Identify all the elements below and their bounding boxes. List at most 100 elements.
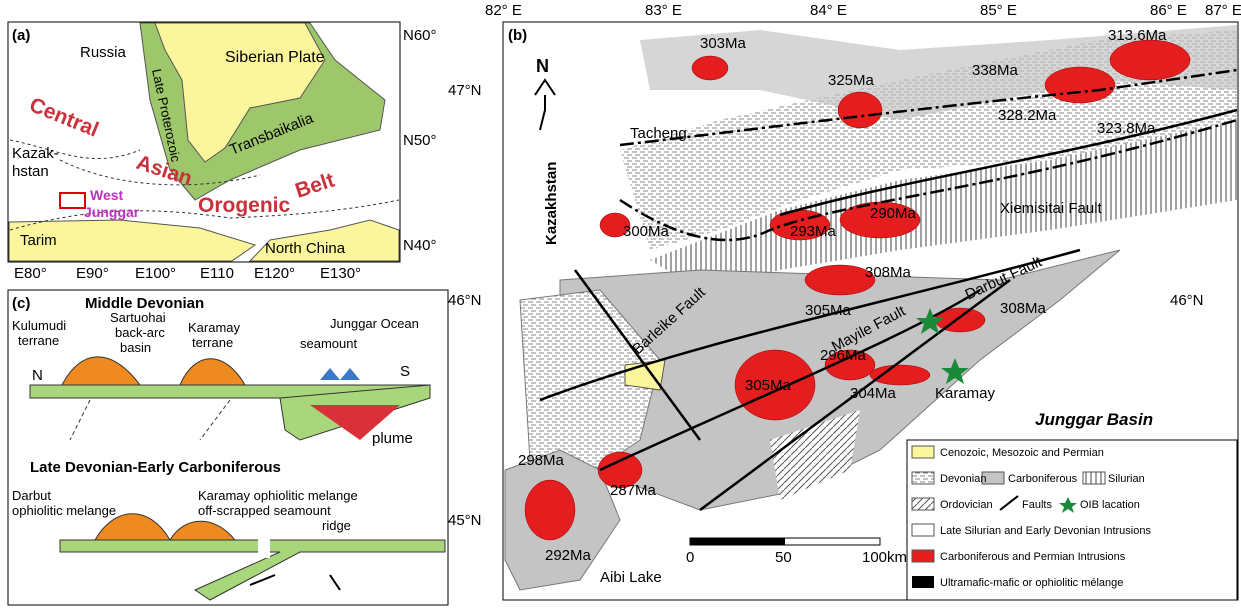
map-shape [1083,472,1105,484]
label: N [536,56,549,76]
label: 328.2Ma [998,107,1057,124]
label: 45°N [448,512,482,529]
label: Late Silurian and Early Devonian Intrusi… [940,525,1151,537]
label: E90° [76,265,109,282]
label: 287Ma [610,482,657,499]
label: Junggar Ocean [330,316,419,331]
label: 300Ma [623,223,670,240]
label: Tarim [20,232,57,249]
label: Carboniferous [1008,473,1078,485]
label: 87° E [1205,2,1241,19]
label: 50 [775,549,792,566]
label: N [32,367,43,384]
label: Junggar Basin [1035,410,1153,429]
label: 304Ma [850,385,897,402]
label: E130° [320,265,361,282]
label: Orogenic [198,194,291,217]
label: 298Ma [518,452,565,469]
label: 83° E [645,2,682,19]
label: (b) [508,27,527,44]
label: 308Ma [865,264,912,281]
map-shape [258,528,270,558]
label: E110 [200,265,234,282]
label: plume [372,430,413,447]
map-shape [907,440,1237,600]
label: E100° [135,265,176,282]
label: N40° [403,237,437,254]
label: N50° [403,132,437,149]
label: Carboniferous and Permian Intrusions [940,551,1126,563]
label: North China [265,240,346,257]
label: 338Ma [972,62,1019,79]
label: 100km [862,549,907,566]
label: 325Ma [828,72,875,89]
label: seamount [300,336,357,351]
label: Karamay [188,320,241,335]
label: West [90,187,124,203]
label: 323.8Ma [1097,120,1156,137]
label: Tacheng [630,125,687,142]
label: Kazakhstan [543,162,560,245]
label: Silurian [1108,473,1145,485]
map-shape [838,92,882,128]
label: 86° E [1150,2,1187,19]
label: 290Ma [870,205,917,222]
label: 305Ma [805,302,852,319]
label: 84° E [810,2,847,19]
label: Aibi Lake [600,569,662,586]
map-shape [525,480,575,540]
label: Sartuohai [110,310,166,325]
map-shape [1110,40,1190,80]
label: Faults [1022,499,1052,511]
label: (a) [12,27,30,44]
label: Junggar [84,204,140,220]
label: 292Ma [545,547,592,564]
label: Russia [80,44,127,61]
label: terrane [18,333,59,348]
label: back-arc [115,325,165,340]
label: S [400,363,410,380]
label: OIB lacation [1080,499,1140,511]
label: basin [120,340,151,355]
legend: Cenozoic, Mesozoic and Permian Devonian … [907,440,1237,600]
label: 313.6Ma [1108,27,1167,44]
label: terrane [192,335,233,350]
panel-a: (a) Russia Late Proterozoic Siberian Pla… [8,22,437,282]
map-shape [692,56,728,80]
label: E120° [254,265,295,282]
label: 303Ma [700,35,747,52]
map-shape [1045,67,1115,103]
label: 82° E [485,2,522,19]
panel-b: Cenozoic, Mesozoic and Permian Devonian … [448,2,1241,600]
map-shape [870,365,930,385]
label: Karamay ophiolitic melange [198,488,358,503]
label: E80° [14,265,47,282]
label: (c) [12,295,30,312]
label: 305Ma [745,377,792,394]
label: Devonian [940,473,986,485]
label: N60° [403,27,437,44]
label: off-scrapped seamount [198,503,331,518]
map-shape [912,576,934,588]
label: 308Ma [1000,300,1047,317]
map-shape [912,498,934,510]
map-shape [690,538,785,545]
label: 0 [686,549,694,566]
label: Xiemisitai Fault [1000,200,1103,217]
map-shape [912,524,934,536]
label: 46°N [1170,292,1204,309]
label: Late Devonian-Early Carboniferous [30,459,281,476]
label: Kazak- [12,145,59,162]
label: Cenozoic, Mesozoic and Permian [940,447,1104,459]
map-shape [912,472,934,484]
label: Kulumudi [12,318,66,333]
panel-c: (c) Middle Devonian Kulumudi terrane Sar… [8,290,448,605]
label: ophiolitic melange [12,503,116,518]
label: Ultramafic-mafic or ophiolitic mélange [940,577,1123,589]
label: hstan [12,163,49,180]
label: 85° E [980,2,1017,19]
label: 47°N [448,82,482,99]
label: Karamay [935,385,996,402]
map-shape [912,446,934,458]
label: Darbut [12,488,51,503]
